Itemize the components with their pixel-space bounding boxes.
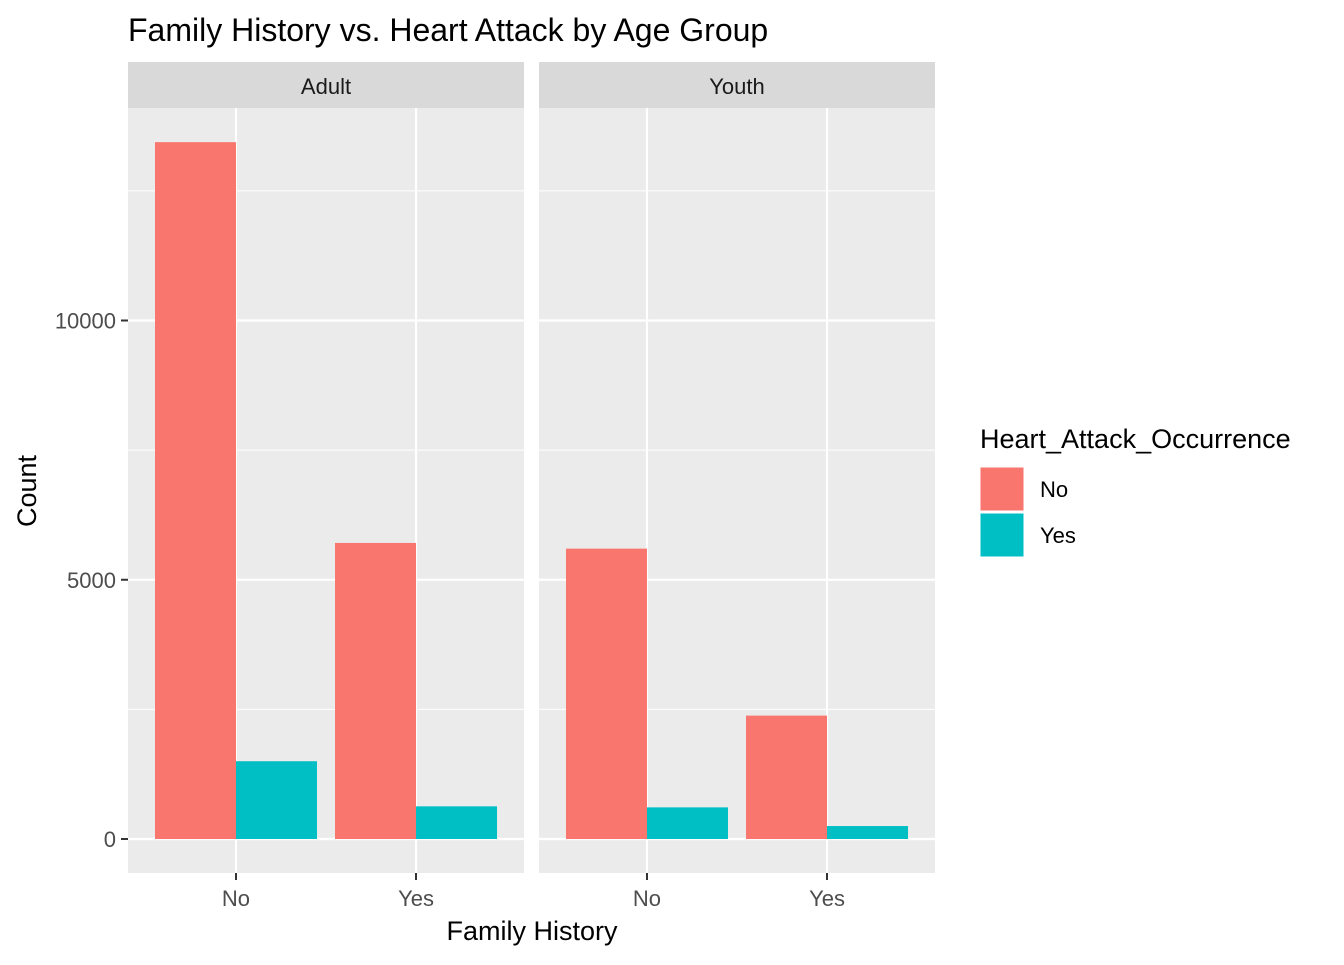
y-axis-label: Count (12, 454, 42, 527)
y-tick-label: 0 (104, 827, 116, 852)
bar-adult-yes-yes (416, 806, 498, 839)
x-axis-label: Family History (446, 916, 618, 946)
x-tick-label: No (633, 886, 661, 911)
bar-adult-yes-no (335, 542, 417, 839)
facet-strip (128, 62, 524, 108)
facet-label: Adult (301, 74, 351, 99)
chart-title: Family History vs. Heart Attack by Age G… (128, 12, 768, 48)
x-tick-label: No (222, 886, 250, 911)
legend-label-no: No (1040, 477, 1068, 502)
facet-strip (539, 62, 935, 108)
bar-youth-yes-no (746, 715, 828, 839)
legend-label-yes: Yes (1040, 523, 1076, 548)
y-tick-label: 5000 (67, 568, 116, 593)
bar-youth-no-no (565, 548, 647, 839)
bar-adult-no-yes (235, 761, 317, 839)
plot-layer: Adult No Yes Youth No Yes 0 5000 10000 (55, 62, 935, 911)
bar-youth-no-yes (646, 807, 728, 839)
bar-adult-no-no (154, 142, 236, 840)
legend-title: Heart_Attack_Occurrence (980, 424, 1291, 454)
legend-key-no (979, 466, 1025, 512)
legend: No Yes (979, 466, 1076, 558)
y-tick-label: 10000 (55, 309, 116, 334)
bar-youth-yes-yes (827, 826, 909, 839)
facet-label: Youth (709, 74, 764, 99)
x-tick-label: Yes (398, 886, 434, 911)
legend-key-yes (979, 512, 1025, 558)
x-tick-label: Yes (809, 886, 845, 911)
